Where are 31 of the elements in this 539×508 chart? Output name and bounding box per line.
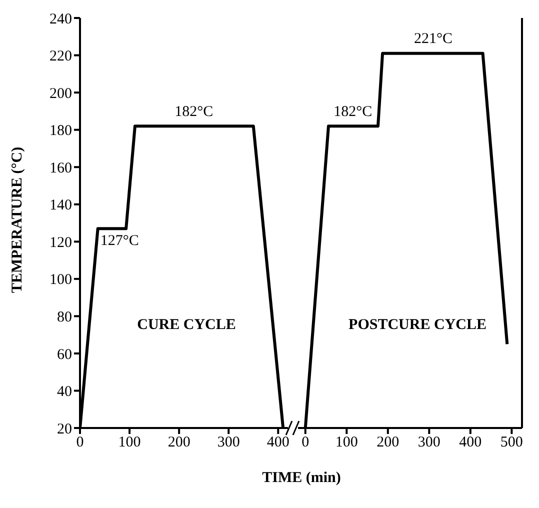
x-tick-label: 200 bbox=[168, 434, 190, 451]
y-tick-label: 160 bbox=[50, 160, 72, 176]
annotation: CURE CYCLE bbox=[137, 317, 236, 334]
y-tick-label: 20 bbox=[57, 421, 72, 438]
x-tick-label: 400 bbox=[459, 434, 482, 451]
y-tick-label: 180 bbox=[50, 123, 72, 140]
x-tick-label: 200 bbox=[376, 434, 400, 451]
x-tick-label: 300 bbox=[418, 434, 440, 451]
x-tick-label: 300 bbox=[217, 434, 240, 451]
y-tick-label: 240 bbox=[50, 11, 72, 28]
x-tick-label: 0 bbox=[76, 434, 84, 451]
y-tick-label: 40 bbox=[57, 384, 72, 400]
x-tick-label: 400 bbox=[266, 434, 290, 451]
x-tick-label: 0 bbox=[302, 434, 310, 451]
y-tick-label: 60 bbox=[57, 346, 72, 363]
y-tick-label: 100 bbox=[50, 272, 72, 288]
y-axis-title: TEMPERATURE (°C) bbox=[9, 146, 26, 293]
y-tick-label: 220 bbox=[50, 48, 72, 65]
annotation: 127°C bbox=[100, 232, 139, 250]
x-tick-label: 100 bbox=[118, 434, 141, 451]
annotation: 182°C bbox=[334, 104, 372, 122]
annotation: 182°C bbox=[174, 104, 214, 122]
y-tick-label: 140 bbox=[50, 198, 72, 214]
y-tick-label: 80 bbox=[57, 310, 72, 326]
x-tick-label: 500 bbox=[500, 434, 523, 451]
annotation: 221°C bbox=[414, 31, 453, 48]
annotation: POSTCURE CYCLE bbox=[348, 317, 486, 334]
x-axis-title: TIME (min) bbox=[261, 470, 342, 487]
y-tick-label: 120 bbox=[50, 234, 72, 251]
x-tick-label: 100 bbox=[335, 434, 358, 451]
y-tick-label: 200 bbox=[50, 86, 72, 102]
